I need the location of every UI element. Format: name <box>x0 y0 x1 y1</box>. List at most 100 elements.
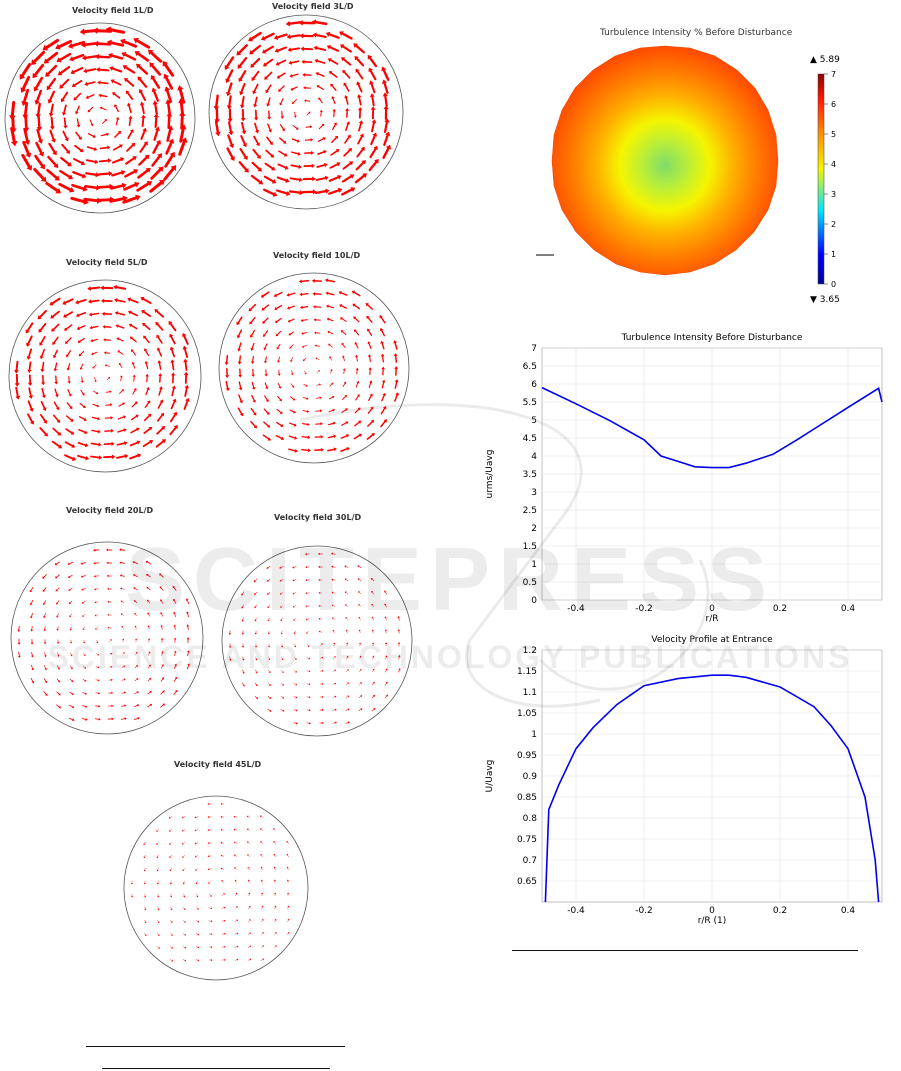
velocity-arrowhead <box>162 690 165 693</box>
y-tick-label: 0.8 <box>523 814 538 824</box>
velocity-arrowhead <box>299 190 304 196</box>
x-axis-label: r/R (1) <box>698 916 727 926</box>
velocity-arrow <box>170 335 176 345</box>
velocity-arrow <box>355 395 359 401</box>
velocity-arrow <box>182 959 186 961</box>
velocity-arrow <box>367 317 373 323</box>
velocity-arrow <box>280 124 284 130</box>
velocity-arrowhead <box>292 592 295 595</box>
velocity-arrowhead <box>144 360 149 364</box>
velocity-arrow <box>267 123 271 131</box>
velocity-arrowhead <box>71 679 74 683</box>
velocity-arrow <box>196 868 198 870</box>
velocity-arrow <box>384 695 388 699</box>
velocity-arrowhead <box>144 348 148 352</box>
velocity-arrowhead <box>307 435 311 440</box>
velocity-arrowhead <box>121 625 124 628</box>
velocity-arrow <box>22 140 30 156</box>
velocity-arrowhead <box>168 138 175 144</box>
velocity-arrowhead <box>331 604 334 607</box>
velocity-arrow <box>186 664 190 670</box>
velocity-arrow <box>357 83 363 93</box>
velocity-arrowhead <box>70 431 75 435</box>
velocity-arrow <box>261 829 263 831</box>
velocity-arrowhead <box>107 613 110 616</box>
velocity-arrowhead <box>260 853 263 856</box>
velocity-arrow <box>329 59 339 65</box>
velocity-arrowhead <box>124 704 127 707</box>
velocity-arrow <box>130 415 138 421</box>
velocity-arrowhead <box>252 90 257 95</box>
velocity-arrowhead <box>332 421 336 425</box>
velocity-arrow <box>157 401 163 409</box>
rule-right <box>512 950 858 951</box>
velocity-arrowhead <box>97 80 101 85</box>
velocity-arrow <box>27 400 33 410</box>
velocity-arrowhead <box>98 692 101 695</box>
velocity-arrowhead <box>354 342 358 345</box>
velocity-arrowhead <box>131 142 136 147</box>
velocity-arrowhead <box>295 696 298 699</box>
velocity-arrowhead <box>82 185 88 192</box>
velocity-arrowhead <box>373 708 376 711</box>
pipe-boundary <box>221 545 413 737</box>
velocity-arrowhead <box>262 958 265 961</box>
velocity-arrow <box>267 565 271 569</box>
velocity-arrowhead <box>301 332 304 335</box>
velocity-arrowhead <box>225 375 230 379</box>
velocity-arrowhead <box>397 642 401 644</box>
velocity-arrow <box>64 311 74 317</box>
velocity-arrowhead <box>242 684 245 687</box>
velocity-arrowhead <box>43 58 50 64</box>
velocity-arrow <box>121 679 125 681</box>
velocity-arrowhead <box>254 645 258 648</box>
velocity-arrowhead <box>236 334 241 339</box>
velocity-arrowhead <box>80 160 86 166</box>
velocity-arrow <box>293 605 297 607</box>
velocity-arrow <box>302 319 308 321</box>
velocity-arrow <box>122 196 138 204</box>
y-tick-label: 0 <box>531 596 537 606</box>
velocity-arrow <box>70 613 72 617</box>
velocity-arrow <box>227 121 233 133</box>
velocity-arrowhead <box>393 340 398 344</box>
velocity-arrowhead <box>50 314 55 319</box>
velocity-arrow <box>69 665 73 669</box>
velocity-arrow <box>81 562 87 564</box>
velocity-arrowhead <box>228 633 232 636</box>
velocity-arrowhead <box>147 625 150 628</box>
velocity-arrow <box>341 318 347 322</box>
velocity-arrow <box>43 574 47 578</box>
velocity-arrow <box>315 33 327 39</box>
velocity-arrow <box>268 669 270 673</box>
velocity-arrow <box>167 115 171 129</box>
velocity-arrowhead <box>273 853 276 856</box>
velocity-arrow <box>354 317 360 323</box>
velocity-arrowhead <box>169 346 174 351</box>
velocity-arrow <box>160 574 164 578</box>
velocity-arrowhead <box>110 403 113 407</box>
velocity-arrow <box>24 114 28 130</box>
velocity-arrowhead <box>371 629 374 632</box>
velocity-arrowhead <box>238 374 243 378</box>
velocity-arrowhead <box>207 855 210 858</box>
velocity-arrow <box>121 692 125 694</box>
velocity-arrowhead <box>181 829 184 832</box>
velocity-arrowhead <box>84 666 87 669</box>
pipe-boundary <box>123 795 309 981</box>
velocity-arrowhead <box>236 958 239 961</box>
velocity-arrowhead <box>241 646 245 648</box>
velocity-arrowhead <box>394 366 399 369</box>
velocity-arrowhead <box>335 721 337 724</box>
velocity-arrowhead <box>397 629 401 631</box>
velocity-arrow <box>275 291 283 297</box>
velocity-arrowhead <box>384 642 388 644</box>
velocity-arrowhead <box>143 882 146 885</box>
velocity-arrowhead <box>80 380 84 384</box>
velocity-arrow <box>367 330 373 336</box>
velocity-arrowhead <box>229 659 232 662</box>
velocity-arrowhead <box>371 603 374 606</box>
chart-title: Velocity Profile at Entrance <box>651 635 773 645</box>
velocity-arrowhead <box>101 298 105 304</box>
velocity-arrow <box>43 665 47 669</box>
